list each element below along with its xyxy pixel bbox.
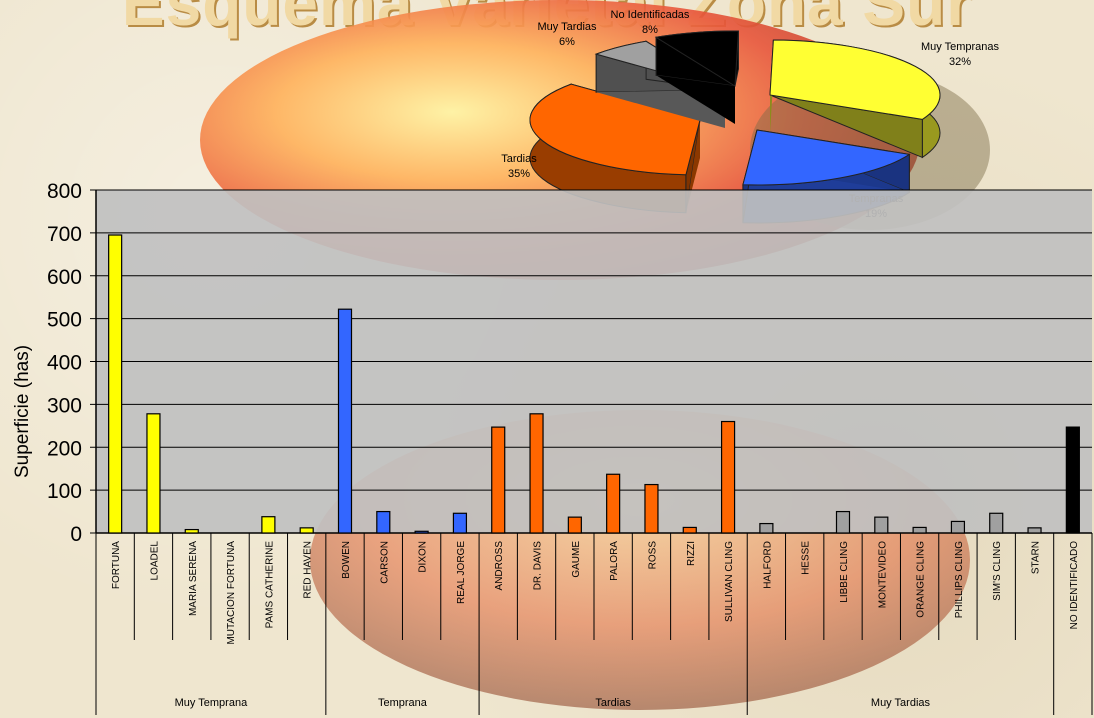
y-tick-label: 200 (47, 437, 82, 460)
x-tick-label: ROSS (647, 541, 658, 570)
x-tick-label: HESSE (801, 541, 812, 575)
pie-slice-top (742, 129, 911, 186)
pie-slice-top (769, 39, 941, 120)
x-tick-label: DIXON (418, 541, 429, 573)
bar (376, 510, 391, 534)
y-tick-label: 500 (47, 309, 82, 332)
pie-slice-top (529, 83, 701, 176)
x-tick-label: LIBBE CLING (839, 541, 850, 603)
x-tick-label: STARN (1031, 541, 1042, 574)
pie-slice-wall (596, 90, 725, 128)
bar (835, 510, 851, 534)
x-tick-label: SIM'S CLING (992, 541, 1003, 601)
bar (950, 520, 966, 534)
bar (989, 512, 1004, 534)
y-tick-label: 300 (47, 394, 82, 417)
x-tick-label: SULLIVAN CLING (724, 541, 735, 622)
bar (912, 526, 927, 534)
bar (491, 426, 506, 534)
pie-slice-label: Muy Tardias (537, 21, 597, 33)
x-tick-label: RIZZI (686, 541, 697, 566)
bar (299, 527, 314, 534)
x-tick-label: LOADEL (149, 541, 160, 581)
bar (108, 234, 123, 534)
x-tick-label: ANDROSS (494, 541, 505, 591)
pie-slice-top (654, 30, 739, 87)
bar (529, 413, 544, 534)
bar (261, 516, 276, 534)
pie-slice-percent: 6% (559, 36, 575, 48)
bar (874, 516, 889, 534)
pie-slice-percent: 35% (508, 168, 530, 180)
x-tick-label: MARIA SERENA (188, 541, 199, 616)
bar (759, 522, 774, 534)
bar (644, 483, 659, 534)
x-tick-label: NO IDENTIFICADO (1069, 541, 1080, 630)
x-tick-label: MUTACION FORTUNA (226, 541, 237, 645)
bar (606, 473, 621, 534)
group-label: Temprana (378, 697, 428, 709)
bar (1065, 426, 1080, 534)
pie-slice-label: No Identificadas (611, 9, 690, 21)
bar (720, 420, 736, 534)
pie-slice (654, 30, 739, 124)
bar (184, 528, 199, 534)
x-tick-label: ORANGE CLING (916, 541, 927, 618)
y-tick-label: 800 (47, 180, 82, 203)
bar (682, 526, 697, 534)
x-tick-label: CARSON (379, 541, 390, 584)
y-tick-label: 100 (47, 480, 82, 503)
group-label: Muy Tardias (871, 697, 931, 709)
x-tick-label: FORTUNA (111, 541, 122, 589)
y-tick-label: 700 (47, 223, 82, 246)
x-tick-label: GAUME (571, 541, 582, 578)
x-tick-label: MONTEVIDEO (877, 541, 888, 608)
pie-slice-percent: 32% (949, 56, 971, 68)
bar (1027, 527, 1042, 534)
group-label: Tardias (595, 697, 631, 709)
pie-slice (769, 39, 941, 159)
pie-slice-wall (656, 75, 735, 124)
x-tick-label: REAL JORGE (456, 541, 467, 604)
pie-slice-label: Tardias (501, 153, 537, 165)
x-tick-label: PAMS CATHERINE (264, 541, 275, 629)
bar (414, 530, 429, 534)
pie-slice-label: Muy Tempranas (921, 41, 1000, 53)
bar (146, 413, 161, 534)
y-tick-label: 400 (47, 352, 82, 375)
bar (567, 516, 582, 534)
y-tick-label: 0 (70, 523, 82, 546)
x-tick-label: HALFORD (762, 541, 773, 589)
x-tick-label: PALORA (609, 541, 620, 581)
x-tick-label: BOWEN (341, 541, 352, 579)
y-tick-label: 600 (47, 266, 82, 289)
x-tick-label: PHILLIPS CLING (954, 541, 965, 618)
bar (452, 512, 468, 534)
group-label: Muy Temprana (175, 697, 248, 709)
bar-chart: 0 100 200 300 400 500 600 700 800 Superficie (has… (12, 180, 1093, 715)
pie-slice-percent: 8% (642, 24, 658, 36)
x-tick-label: DR. DAVIS (533, 541, 544, 591)
bar (337, 308, 353, 534)
y-axis-label: Superficie (has) (12, 345, 33, 478)
x-tick-label: RED HAVEN (303, 541, 314, 599)
